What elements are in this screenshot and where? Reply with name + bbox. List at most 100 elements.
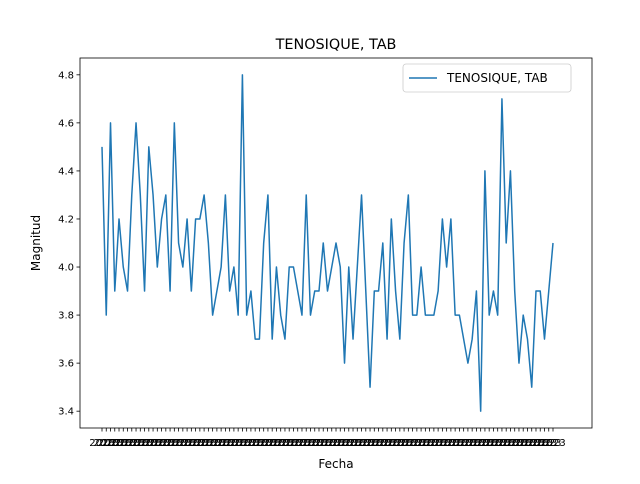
x-tick-label: 2023	[447, 438, 472, 449]
x-tick-label: 2023	[281, 438, 306, 449]
y-tick-label: 4.6	[58, 118, 74, 129]
x-tick-label: 2023	[362, 438, 387, 449]
x-tick-label: 2023	[408, 438, 433, 449]
x-tick-label: 2023	[221, 438, 246, 449]
x-tick-label: 2023	[485, 438, 510, 449]
x-tick-label: 2023	[102, 438, 127, 449]
x-tick-label: 2023	[323, 438, 348, 449]
x-tick-label: 2023	[200, 438, 225, 449]
x-tick-label: 2023	[421, 438, 446, 449]
x-tick-label: 2023	[174, 438, 199, 449]
x-tick-label: 2023	[183, 438, 208, 449]
x-tick-label: 2023	[217, 438, 242, 449]
x-tick-label: 2023	[315, 438, 340, 449]
x-tick-label: 2023	[145, 438, 170, 449]
x-tick-label: 2023	[523, 438, 548, 449]
x-tick-label: 2023	[328, 438, 353, 449]
x-tick-label: 2023	[230, 438, 255, 449]
x-tick-label: 2023	[532, 438, 557, 449]
x-tick-label: 2023	[115, 438, 140, 449]
x-tick-label: 2023	[234, 438, 259, 449]
x-tick-label: 2023	[251, 438, 276, 449]
x-tick-label: 2023	[455, 438, 480, 449]
x-tick-label: 2023	[268, 438, 293, 449]
y-tick-label: 4.0	[58, 263, 74, 274]
x-tick-label: 2023	[208, 438, 233, 449]
x-tick-label: 2023	[149, 438, 174, 449]
x-tick-label: 2023	[400, 438, 425, 449]
x-tick-label: 2023	[298, 438, 323, 449]
x-tick-label: 2023	[242, 438, 267, 449]
x-tick-label: 2023	[128, 438, 153, 449]
x-tick-label: 2023	[247, 438, 272, 449]
x-tick-label: 2023	[306, 438, 331, 449]
x-tick-label: 2023	[132, 438, 157, 449]
x-tick-label: 2023	[536, 438, 561, 449]
legend-box	[402, 63, 572, 93]
x-tick-label: 2023	[119, 438, 144, 449]
x-tick-label: 2023	[123, 438, 148, 449]
x-tick-label: 2023	[166, 438, 191, 449]
x-tick-label: 2023	[489, 438, 514, 449]
chart-title: TENOSIQUE, TAB	[275, 37, 397, 53]
y-tick-label: 4.2	[58, 214, 74, 225]
x-tick-label: 2023	[515, 438, 540, 449]
x-tick-label: 2023	[94, 438, 119, 449]
x-tick-label: 2023	[136, 438, 161, 449]
x-tick-label: 2023	[187, 438, 212, 449]
x-tick-label: 2023	[157, 438, 182, 449]
x-tick-label: 2023	[213, 438, 238, 449]
x-tick-label: 2023	[276, 438, 301, 449]
plot-area	[101, 74, 554, 412]
x-tick-label: 2023	[259, 438, 284, 449]
x-tick-label: 2023	[179, 438, 204, 449]
x-tick-label: 2023	[442, 438, 467, 449]
x-tick-label: 2023	[319, 438, 344, 449]
x-tick-label: 2023	[353, 438, 378, 449]
x-tick-label: 2023	[459, 438, 484, 449]
x-tick-label: 2023	[336, 438, 361, 449]
x-tick-label: 2023	[404, 438, 429, 449]
y-tick-label: 4.8	[58, 70, 74, 81]
x-tick-label: 2023	[425, 438, 450, 449]
x-tick-label: 2023	[140, 438, 165, 449]
x-tick-label: 2023	[502, 438, 527, 449]
y-axis-label: Magnitud	[29, 215, 43, 271]
x-tick-label: 2023	[528, 438, 553, 449]
x-tick-label: 2023	[417, 438, 442, 449]
x-tick-label: 2023	[293, 438, 318, 449]
y-axis: 3.4 3.6 3.8 4.0 4.2 4.4 4.6 4.8	[58, 70, 80, 418]
x-tick-label: 2023	[413, 438, 438, 449]
x-tick-label: 2023	[519, 438, 544, 449]
x-tick-label: 2023	[170, 438, 195, 449]
x-tick-label: 2023	[345, 438, 370, 449]
x-tick-label: 2023	[498, 438, 523, 449]
x-tick-label: 2023	[225, 438, 250, 449]
x-tick-label: 2023	[289, 438, 314, 449]
legend-label: TENOSIQUE, TAB	[446, 71, 548, 85]
x-tick-label: 2023	[204, 438, 229, 449]
x-tick-label: 2023	[374, 438, 399, 449]
x-tick-label: 2023	[493, 438, 518, 449]
x-tick-label: 2023	[506, 438, 531, 449]
x-tick-label: 2023	[191, 438, 216, 449]
x-tick-label: 2023	[285, 438, 310, 449]
x-tick-label: 2023	[540, 438, 565, 449]
x-tick-label: 2023	[510, 438, 535, 449]
y-tick-label: 3.6	[58, 359, 74, 370]
x-axis-label: Fecha	[318, 457, 353, 471]
x-tick-label: 2023	[89, 438, 114, 449]
x-tick-label: 2023	[162, 438, 187, 449]
x-tick-label: 2023	[332, 438, 357, 449]
x-tick-label: 2023	[476, 438, 501, 449]
x-tick-label: 2023	[464, 438, 489, 449]
x-tick-label: 2023	[340, 438, 365, 449]
y-tick-label: 3.4	[58, 407, 74, 418]
x-tick-label: 2023	[111, 438, 136, 449]
x-tick-label: 2023	[379, 438, 404, 449]
x-tick-label: 2023	[430, 438, 455, 449]
x-tick-label: 2023	[106, 438, 131, 449]
y-tick-label: 4.4	[58, 166, 74, 177]
x-tick-label: 2023	[396, 438, 421, 449]
